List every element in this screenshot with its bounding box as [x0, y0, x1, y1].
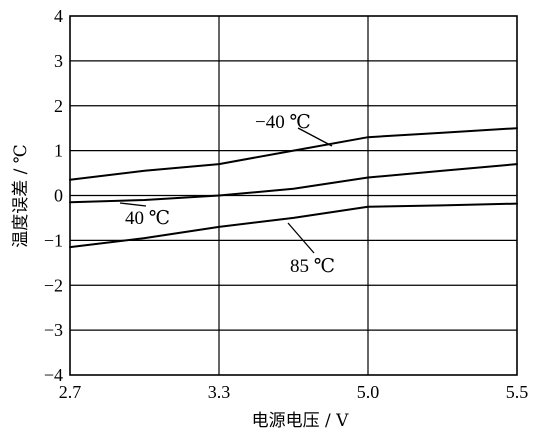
series-label-2: 85 ℃ [290, 256, 335, 277]
y-tick-label: 0 [54, 186, 63, 206]
ticks-layer: −4 −3 −2 −1 0 1 2 3 4 2.7 3.3 5.0 5.5 [44, 6, 528, 402]
y-tick-label: −1 [44, 230, 63, 250]
y-tick-label: −4 [44, 365, 63, 385]
x-tick-label: 2.7 [59, 382, 82, 402]
plot-frame [69, 15, 518, 376]
y-tick-label: −3 [44, 320, 63, 340]
series-label-leader [297, 127, 333, 147]
x-tick-label: 5.0 [357, 382, 380, 402]
grid-layer [70, 16, 517, 375]
y-tick-label: 2 [54, 96, 63, 116]
series-label-1: 40 ℃ [125, 208, 170, 229]
x-axis-label: 电源电压 / V [252, 411, 350, 431]
x-tick-label: 5.5 [506, 382, 529, 402]
series-label-leader [287, 222, 315, 254]
x-tick-label: 3.3 [208, 382, 231, 402]
series-line-1 [69, 163, 518, 204]
y-tick-label: −2 [44, 275, 63, 295]
series-label-0: −40 ℃ [255, 112, 311, 133]
series-line-0 [69, 127, 518, 181]
y-tick-label: 4 [54, 6, 63, 26]
series-layer [69, 127, 518, 249]
y-tick-label: 1 [54, 141, 63, 161]
y-axis-label: 温度误差 / ℃ [11, 144, 31, 248]
series-line-2 [69, 202, 518, 249]
y-tick-label: 3 [54, 51, 63, 71]
series-label-leader [119, 202, 147, 207]
labels-layer: −40 ℃ 40 ℃ 85 ℃ [119, 112, 335, 277]
